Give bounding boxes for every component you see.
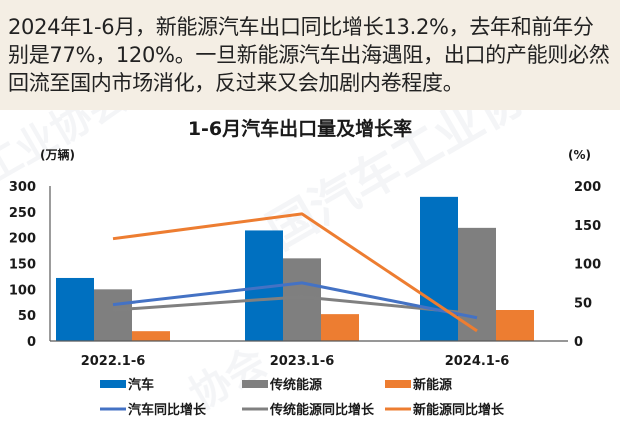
- right-tick-label: 100: [574, 258, 601, 273]
- intro-text: 2024年1-6月，新能源汽车出口同比增长13.2%，去年和前年分别是77%，1…: [8, 15, 610, 95]
- growth-line-2: [112, 212, 478, 333]
- growth-line-0: [112, 281, 478, 320]
- bar-0-2: [420, 196, 458, 341]
- legend-label: 传统能源: [269, 377, 322, 393]
- bar-series: [56, 196, 534, 341]
- x-tick-label: 2024.1-6: [445, 354, 510, 369]
- left-axis-ticks: 0 50 100 150 200 250 300: [9, 180, 36, 350]
- left-tick-label: 0: [27, 335, 36, 350]
- legend-label: 新能源同比增长: [413, 402, 505, 418]
- bar-0-0: [56, 277, 94, 341]
- left-tick-label: 150: [9, 258, 36, 273]
- export-chart: 工业协会 国汽车工业协会 协会 1-6月汽车出口量及增长率 (万辆) (%) 0…: [0, 110, 601, 419]
- chart-title: 1-6月汽车出口量及增长率: [188, 117, 412, 140]
- left-tick-label: 250: [9, 206, 36, 221]
- left-tick-label: 100: [9, 283, 36, 298]
- right-tick-label: 150: [574, 219, 601, 234]
- legend-swatch: [242, 380, 268, 388]
- bar-2-2: [496, 310, 534, 341]
- left-axis-unit: (万辆): [40, 147, 75, 162]
- bar-1-1: [283, 258, 321, 341]
- bar-1-2: [458, 227, 496, 341]
- right-tick-label: 50: [574, 296, 592, 311]
- chart-panel: 工业协会 国汽车工业协会 协会 1-6月汽车出口量及增长率 (万辆) (%) 0…: [0, 110, 620, 434]
- growth-line-1: [112, 295, 478, 316]
- left-tick-label: 50: [18, 309, 36, 324]
- legend-label: 汽车: [128, 377, 154, 393]
- intro-panel: 2024年1-6月，新能源汽车出口同比增长13.2%，去年和前年分别是77%，1…: [0, 0, 620, 110]
- right-tick-label: 0: [574, 335, 583, 350]
- legend-label: 传统能源同比增长: [269, 402, 375, 418]
- right-axis-unit: (%): [568, 148, 591, 162]
- right-axis-ticks: 0 50 100 150 200: [574, 180, 601, 350]
- legend-swatch: [385, 380, 411, 388]
- legend-label: 汽车同比增长: [128, 402, 207, 418]
- bar-1-0: [94, 289, 132, 341]
- legend-label: 新能源: [413, 377, 452, 393]
- bar-2-0: [132, 331, 170, 341]
- right-tick-label: 200: [574, 180, 601, 195]
- left-tick-label: 200: [9, 232, 36, 247]
- line-series: [112, 212, 478, 333]
- x-axis-labels: 2022.1-6 2023.1-6 2024.1-6: [81, 354, 510, 369]
- legend-swatch: [100, 380, 126, 388]
- x-tick-label: 2023.1-6: [270, 354, 335, 369]
- left-tick-label: 300: [9, 180, 36, 195]
- x-tick-label: 2022.1-6: [81, 354, 146, 369]
- bar-2-1: [321, 314, 359, 341]
